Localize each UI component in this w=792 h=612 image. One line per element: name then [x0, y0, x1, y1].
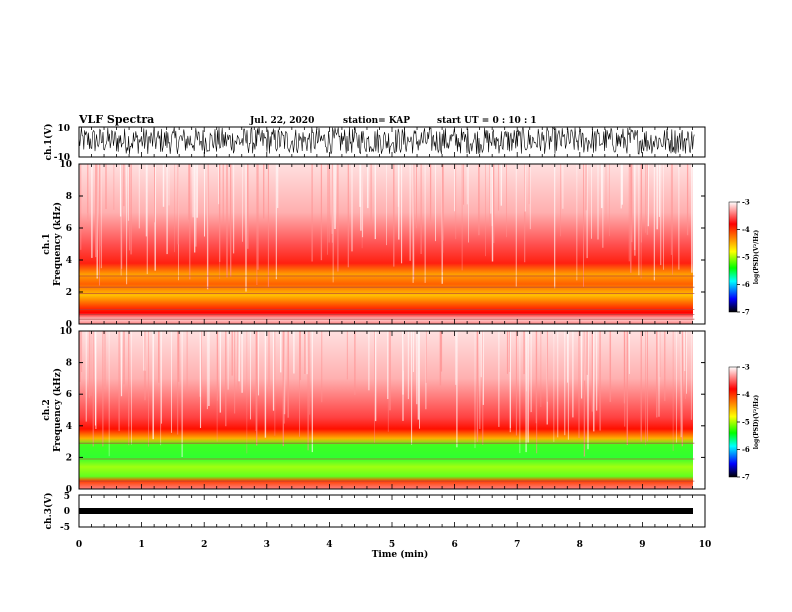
ch2-spectrogram-ytick-label: 8	[66, 359, 72, 369]
ch1-spectrogram-ylabel-line2: Frequency (kHz)	[52, 202, 63, 286]
colorbar-ch1-ticks: -3 -4 -5 -6 -7	[737, 198, 750, 317]
colorbar-tick-label: -7	[742, 473, 750, 482]
ch3-waveform-ylabel: ch.3(V)	[43, 493, 54, 530]
date-label: Jul. 22, 2020	[249, 116, 314, 126]
colorbar-ch1: -3 -4 -5 -6 -7 log(PSD)(V²/Hz)	[728, 198, 760, 317]
ch1-spectrogram-image	[79, 164, 693, 324]
ch1-spectrogram-ytick-label: 6	[66, 224, 72, 234]
colorbar-ch2-label: log(PSD)(V²/Hz)	[753, 395, 760, 450]
ch2-spectrogram-streaks	[79, 331, 692, 457]
ch1-waveform-panel: 10 -10 ch.1(V)	[43, 124, 706, 163]
colorbar-tick-label: -6	[742, 445, 750, 454]
time-axis-tick-label: 7	[514, 540, 520, 550]
colorbar-tick-label: -4	[742, 390, 750, 399]
time-axis-tick-labels: 0 1 2 3 4 5 6 7 8 9 10	[76, 540, 711, 550]
colorbar-ch1-label: log(PSD)(V²/Hz)	[753, 230, 760, 285]
ch1-spectrogram-ytick-label: 2	[66, 288, 72, 298]
ch3-waveform-trace	[79, 508, 693, 514]
ch2-spectrogram-ytick-label: 4	[66, 422, 72, 432]
ch2-spectrogram-ytick-label: 10	[59, 327, 72, 337]
ch2-spectrogram-panel: 10 8 6 4 2 0 ch.2 Frequency (kHz)	[42, 327, 706, 495]
colorbar-ch2-ticks: -3 -4 -5 -6 -7	[737, 363, 750, 482]
colorbar-tick-label: -5	[742, 253, 750, 262]
time-axis-tick-label: 5	[389, 540, 395, 550]
colorbar-ch2: -3 -4 -5 -6 -7 log(PSD)(V²/Hz)	[728, 363, 760, 482]
ch2-spectrogram-ylabel-line1: ch.2	[42, 399, 52, 420]
ch1-spectrogram-ytick-label: 10	[59, 160, 72, 170]
ch1-ytick-bottom: -10	[54, 153, 70, 163]
ch1-spectrogram-ylabel-line1: ch.1	[42, 233, 52, 254]
time-axis-label: Time (min)	[372, 549, 429, 560]
ch1-waveform-trace	[78, 126, 695, 155]
ch1-spectrogram-ytick-label: 4	[66, 256, 72, 266]
ch1-spectrogram-streaks	[80, 164, 695, 292]
time-axis-tick-label: 10	[699, 540, 712, 550]
colorbar-tick-label: -5	[742, 418, 750, 427]
colorbar-ch2-gradient	[728, 366, 738, 478]
time-axis-tick-label: 3	[264, 540, 270, 550]
station-label: station= KAP	[343, 116, 410, 126]
ch2-spectrogram-ytick-label: 6	[66, 390, 72, 400]
colorbar-tick-label: -7	[742, 308, 750, 317]
ch3-ytick-minus5: -5	[60, 523, 70, 533]
time-axis-ticks	[78, 127, 706, 527]
ch3-ytick-5: 5	[64, 492, 70, 502]
ch2-spectrogram-ylabel-line2: Frequency (kHz)	[52, 368, 63, 452]
figure-header: VLF Spectra Jul. 22, 2020 station= KAP s…	[78, 113, 537, 126]
ch3-waveform-panel: 5 0 -5 ch.3(V)	[43, 492, 706, 533]
ch2-spectrogram-image	[79, 331, 693, 489]
ch1-waveform-ylabel: ch.1(V)	[43, 124, 54, 161]
ch1-spectrogram-ytick-label: 0	[66, 320, 72, 330]
time-axis-tick-label: 6	[451, 540, 457, 550]
ch2-spectrogram-lines	[79, 442, 695, 482]
ch2-spectrogram-ytick-label: 0	[66, 485, 72, 495]
time-axis-tick-label: 8	[577, 540, 583, 550]
time-axis-tick-label: 9	[639, 540, 645, 550]
ch1-spectrogram-panel: 10 8 6 4 2 0 ch.1 Frequency (kHz)	[42, 160, 706, 330]
colorbar-tick-label: -3	[742, 363, 750, 372]
ch2-spectrogram-yticks: 10 8 6 4 2 0	[59, 327, 705, 495]
colorbar-tick-label: -3	[742, 198, 750, 207]
start-time-label: start UT = 0 : 10 : 1	[437, 116, 537, 126]
time-axis-tick-label: 0	[76, 540, 82, 550]
ch1-ytick-top: 10	[57, 124, 70, 134]
time-axis-tick-label: 4	[326, 540, 332, 550]
figure-title: VLF Spectra	[78, 113, 154, 126]
ch3-ytick-0: 0	[64, 507, 70, 517]
time-axis-tick-label: 1	[138, 540, 144, 550]
ch1-spectrogram-lines	[79, 275, 695, 320]
colorbar-tick-label: -4	[742, 225, 750, 234]
colorbar-ch1-gradient	[728, 201, 738, 313]
ch2-spectrogram-ytick-label: 2	[66, 453, 72, 463]
ch1-waveform-line	[78, 126, 695, 155]
ch1-spectrogram-ytick-label: 8	[66, 192, 72, 202]
time-axis-tick-label: 2	[201, 540, 207, 550]
ch1-spectrogram-yticks: 10 8 6 4 2 0	[59, 160, 705, 330]
colorbar-tick-label: -6	[742, 280, 750, 289]
